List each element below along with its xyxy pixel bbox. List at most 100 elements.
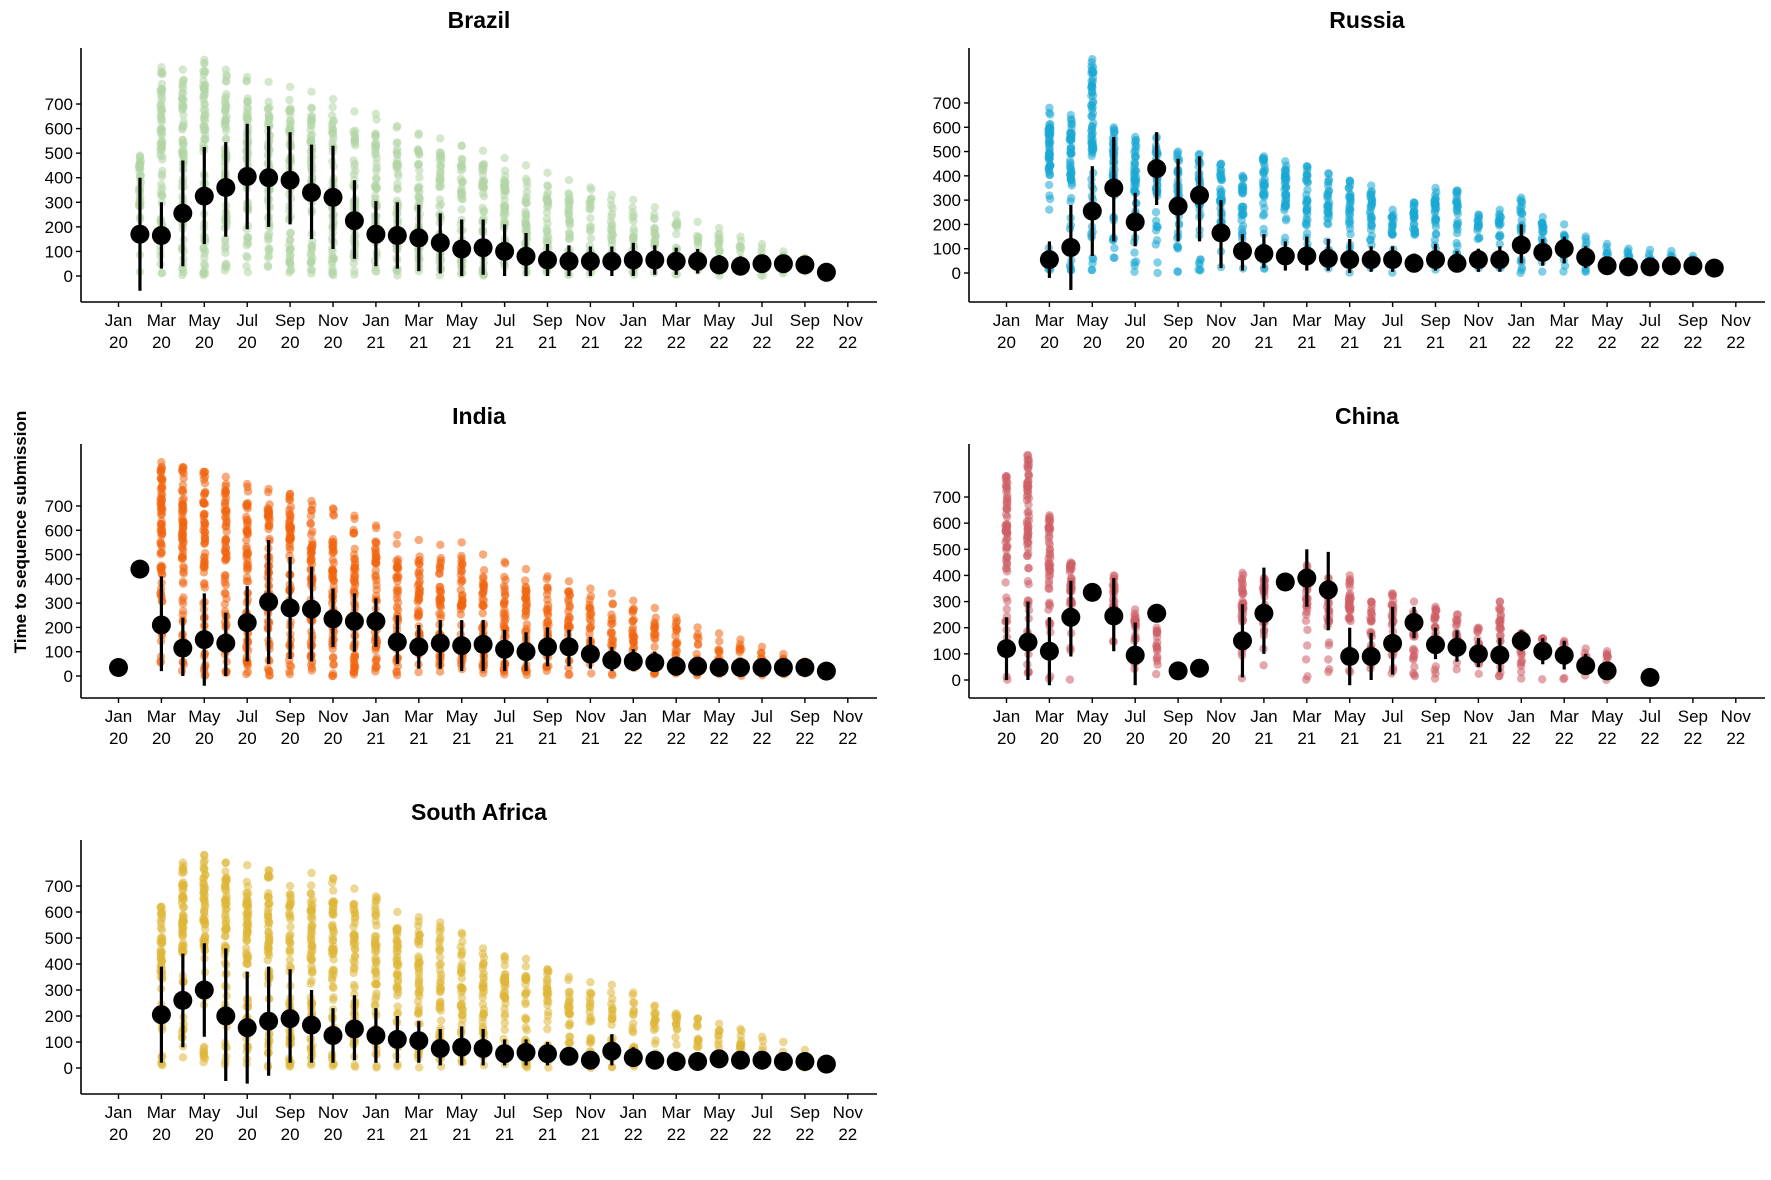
observation-point — [200, 55, 209, 64]
observation-point — [735, 646, 744, 655]
observation-point — [1452, 238, 1461, 248]
observation-point — [1195, 149, 1204, 159]
x-tick-label: Sep — [532, 311, 562, 330]
observation-point — [1452, 610, 1462, 619]
observation-point — [1431, 194, 1440, 203]
observation-point — [542, 214, 552, 223]
observation-point — [1087, 111, 1096, 121]
median-point — [795, 658, 815, 677]
observation-point — [264, 251, 273, 261]
observation-point — [158, 192, 167, 201]
x-tick-label: 21 — [409, 333, 428, 352]
observation-point — [285, 670, 294, 679]
observation-point — [1431, 602, 1440, 611]
median-point — [538, 250, 557, 270]
observation-point — [1388, 589, 1397, 598]
median-point — [1018, 632, 1038, 652]
median-point — [1340, 250, 1360, 270]
observation-point — [372, 166, 381, 176]
panel-brazil: Brazil0100200300400500600700Jan20Mar20Ma… — [45, 7, 877, 352]
median-point — [452, 239, 472, 259]
observation-point — [1260, 204, 1269, 213]
observation-point — [1281, 157, 1290, 166]
x-tick-label: 20 — [281, 333, 300, 352]
observation-point — [286, 532, 295, 541]
median-point — [1233, 241, 1252, 261]
observation-point — [178, 543, 187, 552]
x-tick-label: 22 — [1598, 333, 1617, 352]
x-tick-label: Nov — [833, 311, 864, 330]
y-tick-label: 500 — [933, 143, 961, 162]
observation-point — [414, 667, 423, 677]
observation-point — [1130, 164, 1139, 173]
x-tick-label: 21 — [1297, 729, 1316, 748]
median-point — [280, 598, 300, 618]
observation-point — [585, 604, 594, 613]
observation-point — [178, 65, 187, 74]
observation-point — [328, 267, 337, 276]
observation-point — [1303, 202, 1312, 211]
observation-point — [693, 623, 702, 632]
observation-point — [1388, 205, 1397, 214]
observation-point — [608, 599, 617, 608]
observation-point — [1066, 147, 1076, 157]
median-point — [387, 632, 407, 652]
observation-point — [1301, 220, 1311, 229]
observation-point — [157, 528, 166, 537]
median-point — [1554, 645, 1574, 665]
observation-point — [1581, 267, 1590, 276]
y-tick-label: 200 — [45, 618, 73, 637]
observation-point — [264, 104, 273, 113]
median-point — [1275, 246, 1295, 266]
observation-point — [586, 183, 595, 192]
observation-point — [1045, 148, 1054, 158]
observation-point — [1002, 545, 1011, 555]
observation-point — [757, 239, 767, 249]
panel-south-africa: South Africa0100200300400500600700Jan20M… — [45, 799, 877, 1144]
observation-point — [607, 610, 616, 619]
observation-point — [1089, 68, 1098, 77]
x-tick-label: 20 — [1169, 729, 1188, 748]
observation-point — [1153, 222, 1162, 231]
observation-point — [1409, 198, 1419, 207]
y-tick-label: 0 — [64, 267, 73, 286]
x-tick-label: Mar — [662, 707, 692, 726]
observation-point — [263, 664, 273, 673]
observation-point — [672, 217, 682, 226]
median-point — [731, 658, 750, 677]
observation-point — [328, 504, 338, 513]
median-point — [1125, 645, 1145, 665]
observation-point — [372, 173, 381, 183]
median-point — [731, 256, 750, 276]
observation-point — [306, 137, 316, 146]
observation-point — [1367, 215, 1376, 224]
observation-point — [1023, 451, 1033, 460]
observation-point — [672, 627, 681, 636]
median-point — [1104, 178, 1124, 198]
x-tick-label: 20 — [109, 333, 128, 352]
observation-point — [156, 111, 166, 120]
observation-point — [693, 238, 703, 247]
observation-point — [392, 564, 402, 573]
observation-point — [1344, 594, 1354, 603]
x-tick-label: Jul — [236, 311, 258, 330]
y-tick-label: 200 — [45, 218, 73, 237]
observation-point — [221, 134, 231, 143]
y-tick-label: 300 — [933, 191, 961, 210]
observation-point — [736, 635, 745, 644]
median-point — [1061, 607, 1081, 627]
x-tick-label: 21 — [495, 333, 514, 352]
median-point — [130, 224, 150, 244]
x-tick-label: Mar — [1292, 707, 1322, 726]
x-tick-label: 20 — [152, 333, 171, 352]
y-tick-label: 0 — [952, 264, 961, 283]
median-point — [495, 639, 515, 659]
observation-point — [1066, 558, 1076, 567]
median-point — [1619, 257, 1638, 277]
x-tick-label: 20 — [281, 729, 300, 748]
observation-point — [435, 176, 444, 185]
median-point — [773, 254, 793, 274]
observation-point — [1130, 248, 1139, 257]
observation-point — [158, 155, 167, 164]
observation-point — [415, 194, 424, 203]
